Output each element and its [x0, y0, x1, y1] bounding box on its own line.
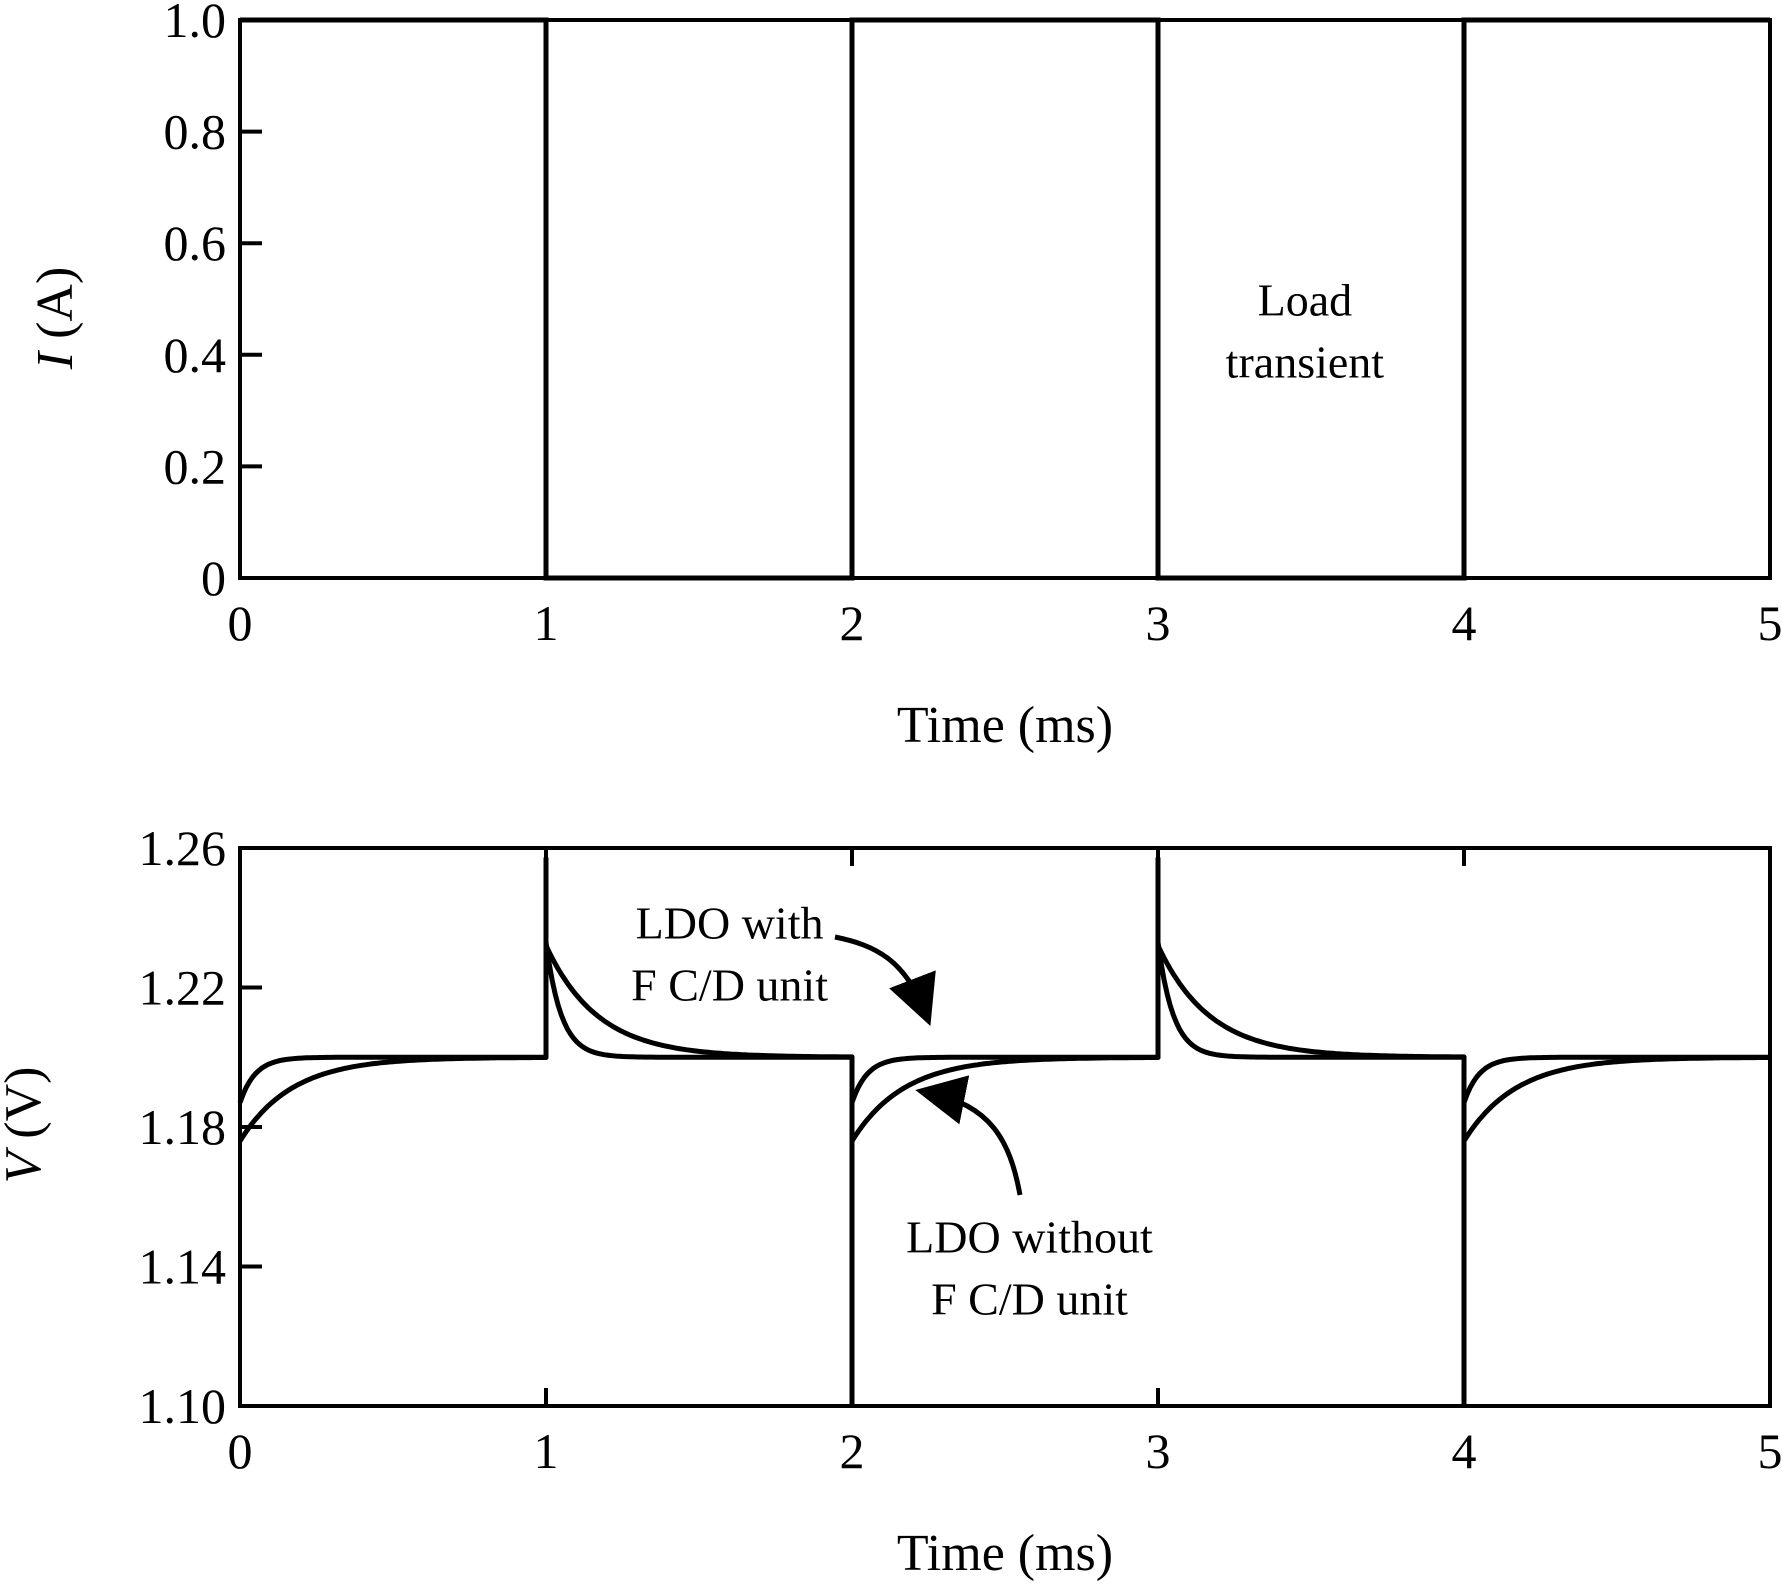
current-y-tick-label: 1.0 [164, 0, 227, 48]
current-x-tick-label: 2 [840, 595, 865, 651]
current-y-axis-title: I (A) [27, 267, 84, 371]
arrow-ldo-without [915, 1075, 1023, 1196]
current-x-tick-label: 3 [1146, 595, 1171, 651]
ldo-with-fcd-line [237, 856, 1770, 1154]
current-y-tick-label: 0.8 [164, 104, 227, 160]
current-x-axis-title: Time (ms) [897, 697, 1113, 754]
current-plot-frame [238, 18, 1772, 580]
current-y-tick-label: 0 [201, 550, 226, 606]
voltage-y-tick-label: 1.26 [139, 820, 227, 876]
ldo-without-fcd-line [237, 943, 1770, 1144]
current-y-tick-label: 0.6 [164, 215, 227, 271]
voltage-y-axis-title: V (V) [0, 1067, 52, 1184]
arrow-ldo-with [834, 934, 936, 1026]
voltage-annotations: LDO with F C/D unit LDO without F C/D unit [631, 898, 1153, 1325]
current-annotations: Load transient [1226, 275, 1385, 388]
current-x-tick-label: 5 [1758, 595, 1782, 651]
voltage-panel: 0 1 2 3 4 5 1.10 1.14 1.18 1.22 1.26 LDO with F C/D… [0, 820, 1782, 1582]
voltage-annotation: LDO without F C/D unit [906, 1212, 1153, 1325]
voltage-x-tick-label: 3 [1146, 1423, 1171, 1479]
voltage-ticks: 0 1 2 3 4 5 1.10 1.14 1.18 1.22 1.26 [139, 820, 1782, 1479]
voltage-x-tick-label: 4 [1452, 1423, 1477, 1479]
voltage-x-tick-label: 5 [1758, 1423, 1782, 1479]
current-y-tick-label: 0.2 [164, 438, 227, 494]
voltage-x-tick-label: 1 [534, 1423, 559, 1479]
voltage-y-tick-label: 1.14 [139, 1239, 227, 1295]
voltage-plot-frame [238, 846, 1772, 1408]
current-ticks: 0 1 2 3 4 5 0 0.2 0.4 0.6 0.8 1.0 [164, 0, 1782, 651]
current-x-tick-label: 1 [534, 595, 559, 651]
current-x-tick-label: 4 [1452, 595, 1477, 651]
load-current-line [240, 17, 1770, 581]
current-annotation: Load transient [1226, 275, 1385, 388]
current-x-tick-label: 0 [228, 595, 253, 651]
voltage-y-tick-label: 1.10 [139, 1378, 227, 1434]
current-y-tick-label: 0.4 [164, 327, 227, 383]
voltage-x-axis-title: Time (ms) [897, 1525, 1113, 1582]
current-panel: 0 1 2 3 4 5 0 0.2 0.4 0.6 0.8 1.0 Load transient Tim… [27, 0, 1782, 754]
voltage-x-tick-label: 2 [840, 1423, 865, 1479]
voltage-annotation: LDO with F C/D unit [631, 898, 828, 1011]
voltage-x-tick-label: 0 [228, 1423, 253, 1479]
voltage-y-tick-label: 1.18 [139, 1099, 227, 1155]
voltage-y-tick-label: 1.22 [139, 960, 227, 1016]
